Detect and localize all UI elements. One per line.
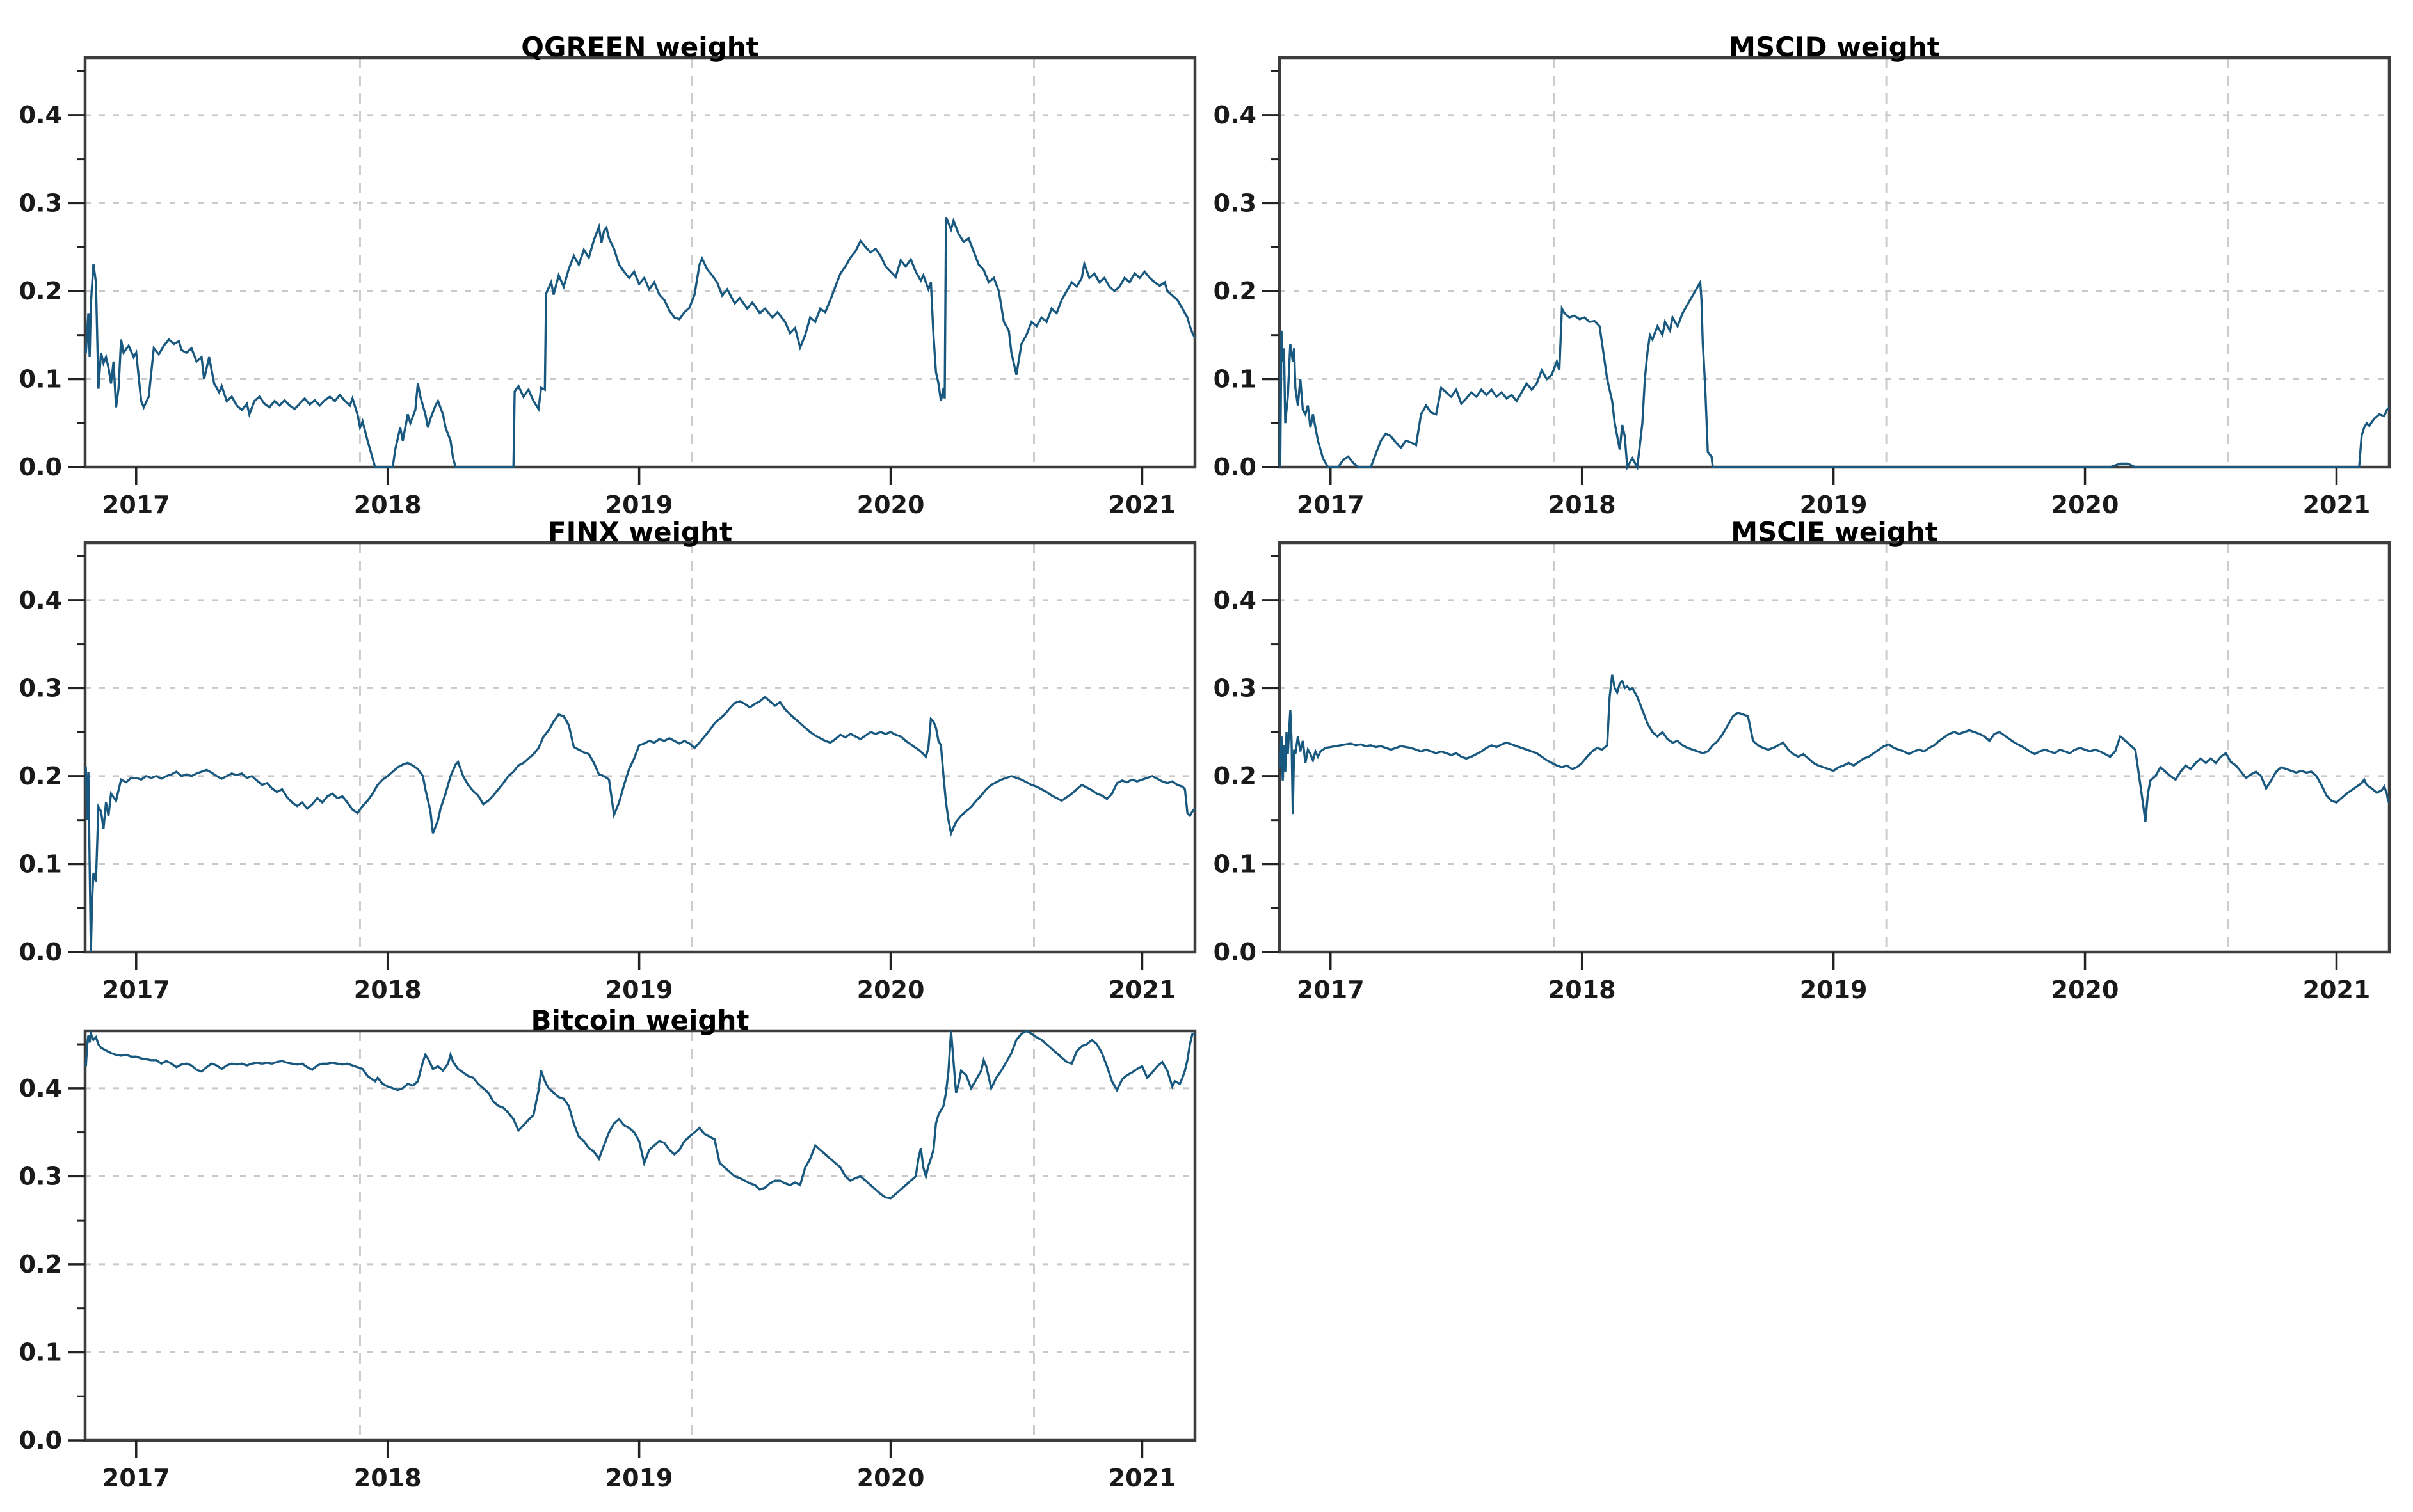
y-tick-label: 0.4 xyxy=(1214,101,1256,129)
x-tick-label: 2018 xyxy=(354,1464,422,1492)
mscie-plot: 0.0 0.1 0.2 0.3 0.4 2017 2018 2019 2020 2021 MSCI… xyxy=(1214,516,2391,1004)
chart-mscid-weight: 0.0 0.1 0.2 0.3 0.4 2017 2018 2019 2020 2021 MSCI… xyxy=(1206,18,2396,523)
x-tick-label: 2019 xyxy=(605,491,673,519)
y-tick-label: 0.4 xyxy=(19,1074,62,1102)
y-tick-label: 0.3 xyxy=(1214,189,1256,217)
y-tick-label: 0.2 xyxy=(19,1250,62,1278)
y-tick-label: 0.2 xyxy=(19,762,62,790)
y-tick-label: 0.1 xyxy=(19,365,62,393)
chart-title: MSCIE weight xyxy=(1731,516,1938,548)
x-tick-label: 2019 xyxy=(1800,491,1868,519)
finx-plot-layers: 0.0 0.1 0.2 0.3 0.4 2017 2018 2019 2020 2021 xyxy=(19,541,1197,1004)
y-tick-label: 0.4 xyxy=(19,586,62,614)
y-tick-label: 0.1 xyxy=(19,1338,62,1366)
x-tick-label: 2020 xyxy=(2051,491,2119,519)
y-tick-label: 0.1 xyxy=(1214,365,1256,393)
mscie-plot-layers: 0.0 0.1 0.2 0.3 0.4 2017 2018 2019 2020 2021 xyxy=(1214,541,2391,1004)
x-tick-label: 2021 xyxy=(2303,976,2371,1004)
x-tick-label: 2020 xyxy=(2051,976,2119,1004)
chart-mscie-weight: 0.0 0.1 0.2 0.3 0.4 2017 2018 2019 2020 2021 MSCI… xyxy=(1206,503,2396,1008)
mscid-plot: 0.0 0.1 0.2 0.3 0.4 2017 2018 2019 2020 2021 MSCI… xyxy=(1214,31,2391,519)
series-line xyxy=(1279,278,2391,470)
y-tick-label: 0.3 xyxy=(1214,674,1256,702)
x-tick-label: 2017 xyxy=(102,1464,170,1492)
chart-title: FINX weight xyxy=(548,516,732,548)
x-tick-label: 2021 xyxy=(2303,491,2371,519)
qgreen-plot-layers: 0.0 0.1 0.2 0.3 0.4 2017 2018 2019 2020 2021 xyxy=(19,56,1197,519)
series-line xyxy=(1279,674,2391,822)
x-tick-label: 2021 xyxy=(1109,976,1176,1004)
mscid-plot-layers: 0.0 0.1 0.2 0.3 0.4 2017 2018 2019 2020 2021 xyxy=(1214,56,2391,519)
x-tick-label: 2020 xyxy=(857,976,925,1004)
y-tick-label: 0.0 xyxy=(1214,938,1256,966)
x-tick-label: 2017 xyxy=(1297,976,1365,1004)
plot-frame xyxy=(1278,56,2391,469)
x-tick-label: 2018 xyxy=(1548,491,1616,519)
chart-title: MSCID weight xyxy=(1729,31,1940,63)
plot-frame xyxy=(1278,541,2391,954)
y-tick-label: 0.3 xyxy=(19,189,62,217)
y-tick-label: 0.4 xyxy=(19,101,62,129)
y-tick-label: 0.2 xyxy=(1214,762,1256,790)
chart-title: Bitcoin weight xyxy=(531,1005,750,1036)
x-tick-label: 2021 xyxy=(1109,491,1176,519)
series-line xyxy=(84,216,1196,468)
plot-frame xyxy=(83,1029,1197,1442)
y-tick-label: 0.3 xyxy=(19,674,62,702)
chart-title: QGREEN weight xyxy=(521,31,758,63)
y-tick-label: 0.2 xyxy=(1214,277,1256,305)
y-tick-label: 0.0 xyxy=(19,1426,62,1454)
y-tick-label: 0.4 xyxy=(1214,586,1256,614)
x-tick-label: 2017 xyxy=(102,976,170,1004)
bitcoin-plot-layers: 0.0 0.1 0.2 0.3 0.4 2017 2018 2019 2020 2021 xyxy=(19,1029,1197,1492)
y-tick-label: 0.0 xyxy=(1214,453,1256,481)
x-tick-label: 2019 xyxy=(605,976,673,1004)
y-tick-label: 0.0 xyxy=(19,453,62,481)
x-tick-label: 2017 xyxy=(102,491,170,519)
y-tick-label: 0.0 xyxy=(19,938,62,966)
finx-plot: 0.0 0.1 0.2 0.3 0.4 2017 2018 2019 2020 2021 FINX… xyxy=(19,516,1197,1004)
chart-finx-weight: 0.0 0.1 0.2 0.3 0.4 2017 2018 2019 2020 2021 FINX… xyxy=(12,503,1202,1008)
plot-frame xyxy=(83,541,1197,954)
y-tick-label: 0.1 xyxy=(19,850,62,878)
bitcoin-plot: 0.0 0.1 0.2 0.3 0.4 2017 2018 2019 2020 2021 Bitc… xyxy=(19,1005,1197,1492)
qgreen-plot: 0.0 0.1 0.2 0.3 0.4 2017 2018 2019 2020 2021 QGRE… xyxy=(19,31,1197,519)
y-tick-label: 0.3 xyxy=(19,1162,62,1190)
x-tick-label: 2021 xyxy=(1109,1464,1176,1492)
x-tick-label: 2018 xyxy=(354,976,422,1004)
x-tick-label: 2020 xyxy=(857,491,925,519)
series-line xyxy=(84,695,1196,953)
x-tick-label: 2019 xyxy=(605,1464,673,1492)
chart-qgreen-weight: 0.0 0.1 0.2 0.3 0.4 2017 2018 2019 2020 2021 QGRE… xyxy=(12,18,1202,523)
series-line xyxy=(84,1030,1196,1200)
x-tick-label: 2017 xyxy=(1297,491,1365,519)
x-tick-label: 2018 xyxy=(354,491,422,519)
y-tick-label: 0.1 xyxy=(1214,850,1256,878)
x-tick-label: 2020 xyxy=(857,1464,925,1492)
x-tick-label: 2019 xyxy=(1800,976,1868,1004)
chart-bitcoin-weight: 0.0 0.1 0.2 0.3 0.4 2017 2018 2019 2020 2021 Bitc… xyxy=(12,991,1202,1497)
x-tick-label: 2018 xyxy=(1548,976,1616,1004)
y-tick-label: 0.2 xyxy=(19,277,62,305)
